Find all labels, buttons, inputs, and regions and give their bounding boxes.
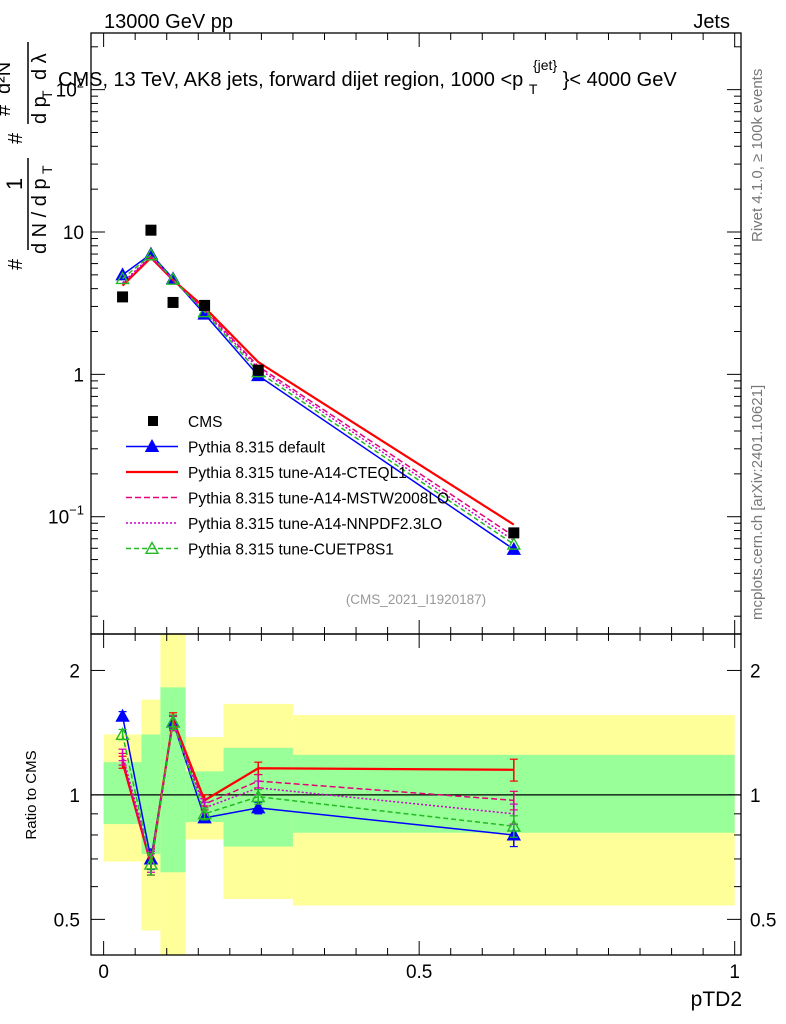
series-marker-4 [143, 247, 159, 261]
legend: CMS Pythia 8.315 default Pythia 8.315 tune… [126, 414, 449, 559]
y-axis-label: # 1 d N / d p T # # d²N d p T d λ [0, 42, 55, 270]
data-point [252, 364, 264, 376]
xtick-label: 0.5 [406, 962, 432, 983]
svg-text:#: # [5, 132, 27, 144]
mcplots-label: mcplots.cern.ch [arXiv:2401.10621] [749, 385, 766, 620]
legend-swatch-marker [144, 541, 160, 554]
svg-text:T: T [39, 90, 55, 99]
ratio-marker-4 [143, 856, 159, 870]
legend-label: Pythia 8.315 tune-A14-NNPDF2.3LO [188, 516, 442, 533]
rivet-version-label: Rivet 4.1.0, ≥ 100k events [749, 69, 766, 242]
ratio-marker-4 [165, 714, 181, 728]
ratio-ytick-label-left: 0.5 [54, 910, 80, 931]
legend-swatch-marker [144, 439, 160, 452]
ratio-marker-4 [251, 789, 266, 803]
data-point [145, 224, 157, 236]
series-marker-4 [165, 271, 181, 285]
ratio-line-2 [121, 720, 514, 865]
ratio-marker-4 [197, 806, 212, 820]
svg-text:d N / d p: d N / d p [29, 178, 51, 254]
legend-label: Pythia 8.315 tune-A14-MSTW2008LO [188, 491, 449, 508]
ratio-axis-label: Ratio to CMS [23, 750, 40, 839]
ratio-line-4 [121, 721, 514, 865]
axes: 102 10 1 10−1 2 2 1 1 0.5 0.5 0 0.5 1 [48, 32, 776, 983]
series-marker-4 [506, 536, 522, 550]
svg-text:d²N: d²N [0, 62, 15, 94]
svg-text:d p: d p [29, 96, 51, 124]
data-point [199, 299, 211, 311]
xtick-label: 0 [98, 962, 109, 983]
ratio-ytick-label-left: 1 [69, 786, 80, 807]
plot-title: CMS, 13 TeV, AK8 jets, forward dijet reg… [58, 53, 677, 99]
main-ytick-label: 102 [56, 76, 84, 102]
ratio-marker-4 [115, 727, 130, 740]
main-ytick-label: 10 [63, 223, 84, 244]
legend-label: Pythia 8.315 tune-CUETP8S1 [188, 542, 394, 559]
x-axis-label: pTD2 [691, 988, 742, 1011]
xtick-label: 1 [729, 962, 740, 983]
ratio-ytick-label-right: 2 [750, 661, 761, 682]
header-right-title: Jets [693, 11, 730, 33]
series-marker-4 [115, 271, 130, 285]
svg-text:1: 1 [2, 178, 27, 190]
main-panel [115, 224, 522, 555]
ratio-ytick-label-right: 1 [750, 786, 761, 807]
legend-swatch-data [148, 416, 158, 426]
ratio-band-inner [141, 734, 161, 854]
data-point [508, 527, 520, 539]
legend-label: Pythia 8.315 tune-A14-CTEQL1 [188, 465, 407, 482]
svg-text:d λ: d λ [29, 53, 51, 80]
ratio-ytick-label-left: 2 [69, 661, 80, 682]
series-marker-4 [197, 304, 212, 318]
ratio-marker-4 [506, 818, 522, 832]
main-ytick-label: 1 [73, 365, 84, 386]
header-left-title: 13000 GeV pp [104, 11, 233, 33]
ratio-bands [91, 634, 741, 955]
svg-text:T: T [39, 165, 55, 174]
series-line-1 [121, 256, 515, 526]
ratio-marker-0 [115, 708, 130, 722]
ratio-panel [115, 708, 522, 876]
main-ytick-label: 10−1 [48, 503, 84, 529]
series-line-4 [122, 253, 515, 545]
data-point [167, 296, 179, 308]
data-point [117, 291, 129, 303]
analysis-watermark: (CMS_2021_I1920187) [346, 592, 486, 607]
ratio-line-3 [121, 719, 514, 862]
ratio-ytick-label-right: 0.5 [750, 910, 776, 931]
ratio-line-0 [121, 716, 514, 860]
svg-text:#: # [0, 104, 15, 116]
legend-label: CMS [188, 414, 222, 431]
ratio-marker-0 [251, 800, 266, 814]
svg-text:#: # [5, 258, 27, 270]
legend-label: Pythia 8.315 default [188, 440, 326, 457]
